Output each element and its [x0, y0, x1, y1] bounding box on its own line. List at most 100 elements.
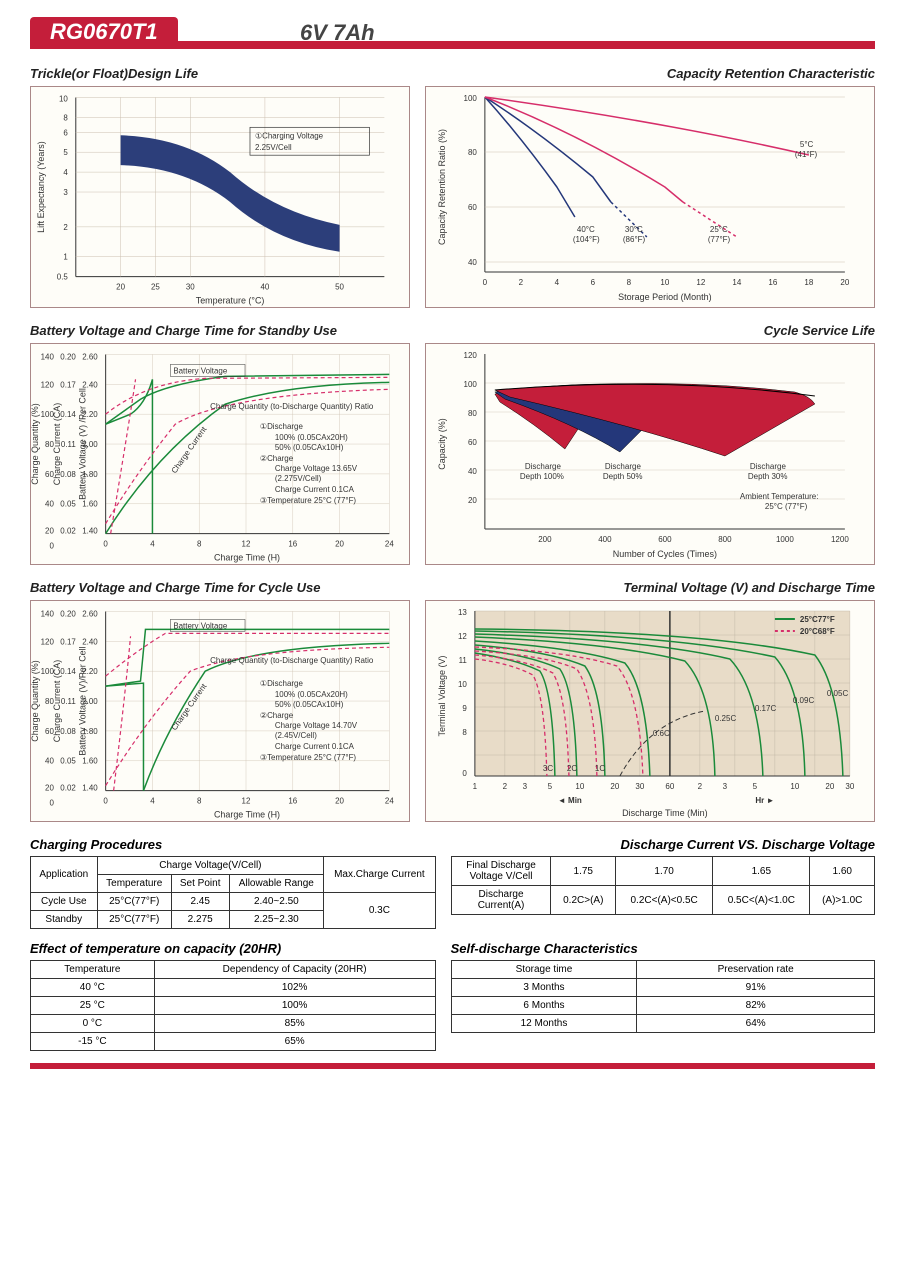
- chart-terminal-voltage: 25°C77°F 20°C68°F 3C2C1C 0.6C0.25C0.17C0…: [425, 600, 875, 822]
- svg-text:Discharge: Discharge: [525, 462, 562, 471]
- svg-text:6: 6: [63, 128, 68, 137]
- table-row: 40 °C102%: [31, 979, 436, 997]
- svg-text:120: 120: [41, 380, 55, 389]
- svg-text:16: 16: [288, 797, 297, 806]
- svg-text:0.6C: 0.6C: [653, 729, 670, 738]
- table-row: 6 Months82%: [451, 997, 874, 1015]
- svg-text:18: 18: [805, 278, 814, 287]
- svg-text:Charge Current (CA): Charge Current (CA): [52, 660, 62, 742]
- svg-text:Charge Quantity (to-Discharge: Charge Quantity (to-Discharge Quantity) …: [210, 656, 374, 665]
- svg-text:0: 0: [103, 797, 108, 806]
- svg-text:(2.275V/Cell): (2.275V/Cell): [275, 474, 322, 483]
- chart-title-cycle-life: Cycle Service Life: [425, 323, 875, 338]
- svg-text:40°C: 40°C: [577, 225, 595, 234]
- svg-text:0: 0: [103, 540, 108, 549]
- svg-text:0.05: 0.05: [60, 500, 76, 509]
- table-row: -15 °C65%: [31, 1033, 436, 1051]
- svg-text:120: 120: [41, 637, 55, 646]
- svg-text:0.20: 0.20: [60, 352, 76, 361]
- svg-text:Charge Current 0.1CA: Charge Current 0.1CA: [275, 485, 355, 494]
- svg-text:0.02: 0.02: [60, 784, 76, 793]
- svg-text:4: 4: [150, 540, 155, 549]
- svg-text:Discharge: Discharge: [605, 462, 642, 471]
- svg-text:16: 16: [769, 278, 778, 287]
- svg-text:0: 0: [483, 278, 488, 287]
- chart-cycle-life: DischargeDepth 100% DischargeDepth 50% D…: [425, 343, 875, 565]
- svg-text:(2.45V/Cell): (2.45V/Cell): [275, 731, 317, 740]
- svg-text:Battery Voltage (V)/Per Cell: Battery Voltage (V)/Per Cell: [78, 646, 88, 755]
- chart-standby-charge: Battery Voltage Charge Quantity (to-Disc…: [30, 343, 410, 565]
- svg-text:10: 10: [791, 782, 800, 791]
- svg-text:9: 9: [463, 704, 468, 713]
- table-title-self-discharge: Self-discharge Characteristics: [451, 941, 875, 956]
- svg-text:1: 1: [473, 782, 478, 791]
- svg-text:40: 40: [45, 757, 54, 766]
- svg-text:(77°F): (77°F): [708, 235, 731, 244]
- svg-text:2: 2: [519, 278, 524, 287]
- svg-text:20: 20: [841, 278, 850, 287]
- svg-text:10: 10: [458, 680, 467, 689]
- svg-text:Discharge: Discharge: [750, 462, 787, 471]
- svg-text:8: 8: [197, 540, 202, 549]
- svg-text:0: 0: [463, 769, 468, 778]
- svg-text:24: 24: [385, 540, 394, 549]
- svg-text:24: 24: [385, 797, 394, 806]
- svg-text:40: 40: [260, 283, 269, 292]
- svg-text:0.17: 0.17: [60, 637, 76, 646]
- svg-text:20: 20: [335, 540, 344, 549]
- svg-text:Charge Voltage 13.65V: Charge Voltage 13.65V: [275, 464, 358, 473]
- svg-text:0.25C: 0.25C: [715, 714, 737, 723]
- svg-text:Depth 30%: Depth 30%: [748, 472, 788, 481]
- svg-text:3: 3: [63, 188, 68, 197]
- svg-text:0.5: 0.5: [57, 273, 69, 282]
- svg-text:50% (0.05CAx10H): 50% (0.05CAx10H): [275, 700, 344, 709]
- svg-text:2: 2: [698, 782, 703, 791]
- discharge-current-table: Final Discharge Voltage V/Cell 1.751.701…: [451, 856, 875, 915]
- chart-title-standby: Battery Voltage and Charge Time for Stan…: [30, 323, 410, 338]
- svg-text:80: 80: [468, 409, 477, 418]
- svg-text:30: 30: [186, 283, 195, 292]
- table-header: Allowable Range: [229, 875, 324, 893]
- svg-text:2: 2: [503, 782, 508, 791]
- table-header: Temperature: [97, 875, 171, 893]
- svg-text:1: 1: [63, 253, 68, 262]
- svg-text:1.40: 1.40: [82, 527, 98, 536]
- svg-text:10: 10: [661, 278, 670, 287]
- svg-text:40: 40: [468, 467, 477, 476]
- svg-text:(104°F): (104°F): [573, 235, 600, 244]
- svg-text:Number of Cycles (Times): Number of Cycles (Times): [613, 549, 717, 559]
- svg-text:0.05C: 0.05C: [827, 689, 849, 698]
- svg-text:2.25V/Cell: 2.25V/Cell: [255, 143, 292, 152]
- svg-text:1C: 1C: [595, 764, 605, 773]
- svg-text:13: 13: [458, 608, 467, 617]
- svg-text:0.20: 0.20: [60, 609, 76, 618]
- svg-text:3C: 3C: [543, 764, 553, 773]
- svg-text:20: 20: [826, 782, 835, 791]
- table-title-charging: Charging Procedures: [30, 837, 436, 852]
- svg-text:Discharge Time (Min): Discharge Time (Min): [622, 808, 708, 818]
- svg-text:30°C: 30°C: [625, 225, 643, 234]
- svg-text:20°C68°F: 20°C68°F: [800, 627, 835, 636]
- svg-text:1200: 1200: [831, 535, 849, 544]
- svg-text:20: 20: [611, 782, 620, 791]
- svg-text:Capacity (%): Capacity (%): [437, 418, 447, 470]
- svg-text:Lift Expectancy (Years): Lift Expectancy (Years): [36, 141, 46, 233]
- table-header: Application: [31, 857, 98, 893]
- svg-text:10: 10: [576, 782, 585, 791]
- svg-text:60: 60: [468, 438, 477, 447]
- svg-text:20: 20: [468, 496, 477, 505]
- svg-text:8: 8: [63, 113, 68, 122]
- table-header: Charge Voltage(V/Cell): [97, 857, 324, 875]
- svg-text:Battery Voltage: Battery Voltage: [173, 366, 228, 375]
- svg-text:Hr ►: Hr ►: [756, 796, 775, 805]
- svg-text:Charge Current 0.1CA: Charge Current 0.1CA: [275, 742, 355, 751]
- svg-text:③Temperature 25°C (77°F): ③Temperature 25°C (77°F): [260, 496, 356, 505]
- svg-text:①Charging Voltage: ①Charging Voltage: [255, 131, 324, 140]
- svg-text:Charge Current (CA): Charge Current (CA): [52, 403, 62, 485]
- svg-text:12: 12: [242, 797, 251, 806]
- svg-text:(86°F): (86°F): [623, 235, 646, 244]
- svg-text:25°C (77°F): 25°C (77°F): [765, 502, 808, 511]
- svg-text:20: 20: [335, 797, 344, 806]
- svg-text:1000: 1000: [776, 535, 794, 544]
- table-header: Discharge Current(A): [451, 886, 551, 915]
